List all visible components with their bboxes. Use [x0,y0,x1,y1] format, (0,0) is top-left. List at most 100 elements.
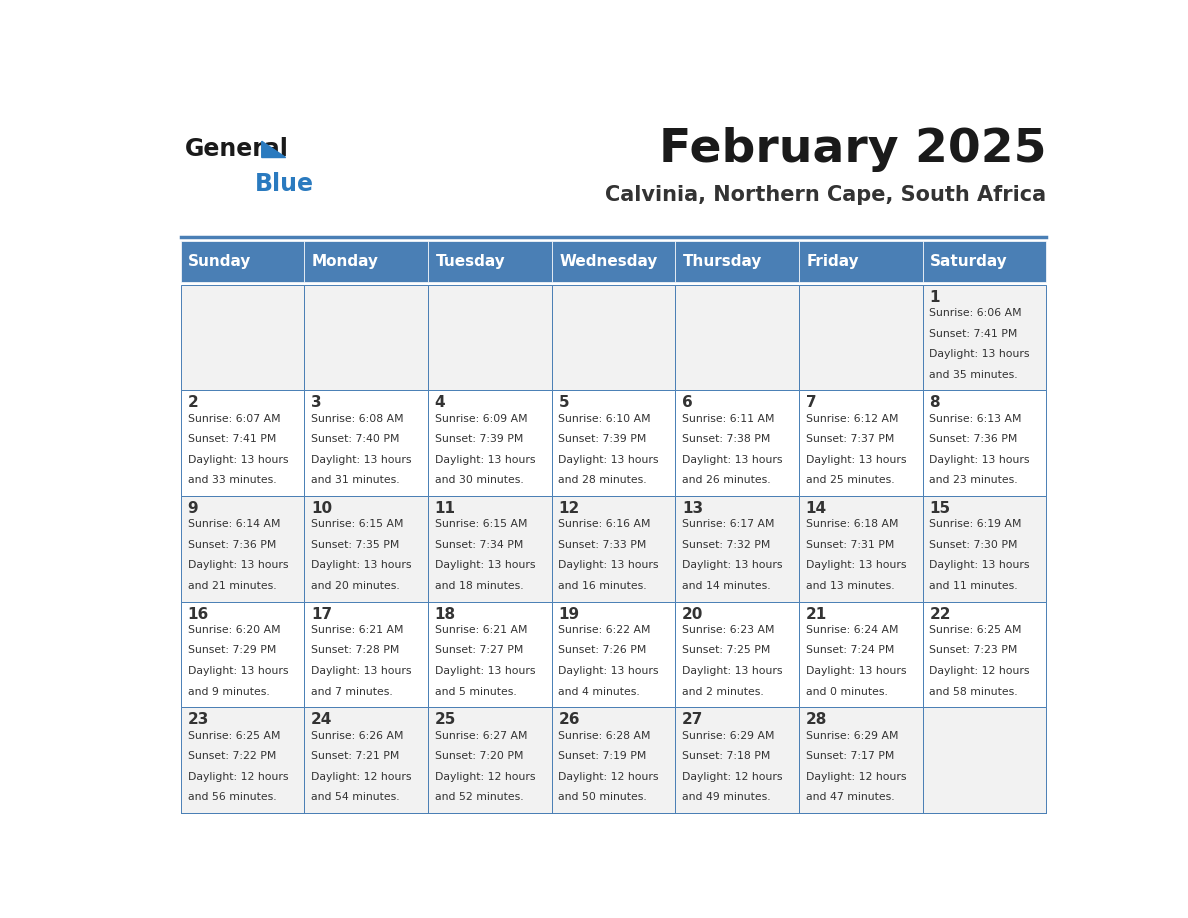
Bar [551,601,675,707]
Text: Sunset: 7:38 PM: Sunset: 7:38 PM [682,434,771,444]
Text: Sunrise: 6:19 AM: Sunrise: 6:19 AM [929,520,1022,530]
Text: 1: 1 [929,290,940,305]
Bar [551,496,675,601]
Text: Sunrise: 6:14 AM: Sunrise: 6:14 AM [188,520,280,530]
Polygon shape [261,141,285,158]
Bar [428,390,551,496]
Text: Sunset: 7:41 PM: Sunset: 7:41 PM [188,434,276,444]
Bar [181,601,304,707]
Text: Sunrise: 6:28 AM: Sunrise: 6:28 AM [558,731,651,741]
Text: Daylight: 13 hours: Daylight: 13 hours [188,666,287,676]
Bar [428,285,551,390]
Text: Daylight: 13 hours: Daylight: 13 hours [188,455,287,465]
Text: 6: 6 [682,396,693,410]
Text: and 23 minutes.: and 23 minutes. [929,476,1018,486]
Text: Sunset: 7:40 PM: Sunset: 7:40 PM [311,434,399,444]
Text: 20: 20 [682,607,703,621]
Text: 3: 3 [311,396,322,410]
Text: Daylight: 12 hours: Daylight: 12 hours [929,666,1030,676]
Text: and 31 minutes.: and 31 minutes. [311,476,400,486]
Text: Sunset: 7:33 PM: Sunset: 7:33 PM [558,540,646,550]
Text: 21: 21 [805,607,827,621]
Text: 14: 14 [805,501,827,516]
Bar [304,241,428,282]
Text: Daylight: 13 hours: Daylight: 13 hours [435,666,536,676]
Text: and 2 minutes.: and 2 minutes. [682,687,764,697]
Text: 25: 25 [435,712,456,727]
Text: 22: 22 [929,607,950,621]
Text: Sunset: 7:26 PM: Sunset: 7:26 PM [558,645,646,655]
Text: Sunrise: 6:27 AM: Sunrise: 6:27 AM [435,731,527,741]
Text: Daylight: 12 hours: Daylight: 12 hours [188,772,287,782]
Bar [923,390,1047,496]
Bar [923,285,1047,390]
Text: Sunrise: 6:10 AM: Sunrise: 6:10 AM [558,414,651,424]
Text: 24: 24 [311,712,333,727]
Bar [798,707,923,812]
Text: and 4 minutes.: and 4 minutes. [558,687,640,697]
Bar [923,707,1047,812]
Text: and 33 minutes.: and 33 minutes. [188,476,276,486]
Text: 12: 12 [558,501,580,516]
Text: and 50 minutes.: and 50 minutes. [558,792,647,802]
Text: Daylight: 12 hours: Daylight: 12 hours [435,772,536,782]
Text: Sunrise: 6:20 AM: Sunrise: 6:20 AM [188,625,280,635]
Bar [798,601,923,707]
Text: Sunrise: 6:29 AM: Sunrise: 6:29 AM [682,731,775,741]
Text: Sunset: 7:20 PM: Sunset: 7:20 PM [435,751,523,761]
Text: and 7 minutes.: and 7 minutes. [311,687,393,697]
Text: Daylight: 12 hours: Daylight: 12 hours [558,772,659,782]
Text: Friday: Friday [807,254,859,269]
Text: and 0 minutes.: and 0 minutes. [805,687,887,697]
Text: Daylight: 13 hours: Daylight: 13 hours [435,455,536,465]
Text: Sunset: 7:25 PM: Sunset: 7:25 PM [682,645,771,655]
Text: Sunrise: 6:29 AM: Sunrise: 6:29 AM [805,731,898,741]
Text: Sunrise: 6:21 AM: Sunrise: 6:21 AM [311,625,404,635]
Text: and 58 minutes.: and 58 minutes. [929,687,1018,697]
Text: and 14 minutes.: and 14 minutes. [682,581,771,591]
Text: and 47 minutes.: and 47 minutes. [805,792,895,802]
Text: 11: 11 [435,501,456,516]
Text: Daylight: 13 hours: Daylight: 13 hours [682,561,783,570]
Text: 4: 4 [435,396,446,410]
Text: Sunset: 7:39 PM: Sunset: 7:39 PM [558,434,646,444]
Text: Daylight: 13 hours: Daylight: 13 hours [805,561,906,570]
Bar [675,285,798,390]
Bar [798,496,923,601]
Text: 18: 18 [435,607,456,621]
Text: Sunrise: 6:06 AM: Sunrise: 6:06 AM [929,308,1022,318]
Text: Sunrise: 6:11 AM: Sunrise: 6:11 AM [682,414,775,424]
Text: and 28 minutes.: and 28 minutes. [558,476,647,486]
Text: Sunset: 7:24 PM: Sunset: 7:24 PM [805,645,895,655]
Text: Sunset: 7:31 PM: Sunset: 7:31 PM [805,540,895,550]
Text: Daylight: 12 hours: Daylight: 12 hours [311,772,412,782]
Text: 7: 7 [805,396,816,410]
Text: Wednesday: Wednesday [560,254,657,269]
Text: and 21 minutes.: and 21 minutes. [188,581,276,591]
Text: Daylight: 13 hours: Daylight: 13 hours [929,561,1030,570]
Bar [428,601,551,707]
Text: Daylight: 13 hours: Daylight: 13 hours [311,455,412,465]
Text: Sunset: 7:41 PM: Sunset: 7:41 PM [929,329,1018,339]
Text: Sunrise: 6:17 AM: Sunrise: 6:17 AM [682,520,775,530]
Text: Sunset: 7:27 PM: Sunset: 7:27 PM [435,645,523,655]
Text: 8: 8 [929,396,940,410]
Bar [798,390,923,496]
Text: Sunday: Sunday [188,254,252,269]
Bar [304,390,428,496]
Text: Daylight: 13 hours: Daylight: 13 hours [558,561,659,570]
Text: Tuesday: Tuesday [436,254,505,269]
Text: Blue: Blue [254,173,314,196]
Text: and 5 minutes.: and 5 minutes. [435,687,517,697]
Bar [923,601,1047,707]
Text: Daylight: 13 hours: Daylight: 13 hours [311,666,412,676]
Text: and 35 minutes.: and 35 minutes. [929,370,1018,380]
Text: Daylight: 13 hours: Daylight: 13 hours [929,455,1030,465]
Bar [304,707,428,812]
Text: Sunset: 7:37 PM: Sunset: 7:37 PM [805,434,895,444]
Text: Daylight: 13 hours: Daylight: 13 hours [311,561,412,570]
Text: Sunset: 7:35 PM: Sunset: 7:35 PM [311,540,399,550]
Text: and 9 minutes.: and 9 minutes. [188,687,270,697]
Text: Thursday: Thursday [683,254,762,269]
Text: Sunrise: 6:09 AM: Sunrise: 6:09 AM [435,414,527,424]
